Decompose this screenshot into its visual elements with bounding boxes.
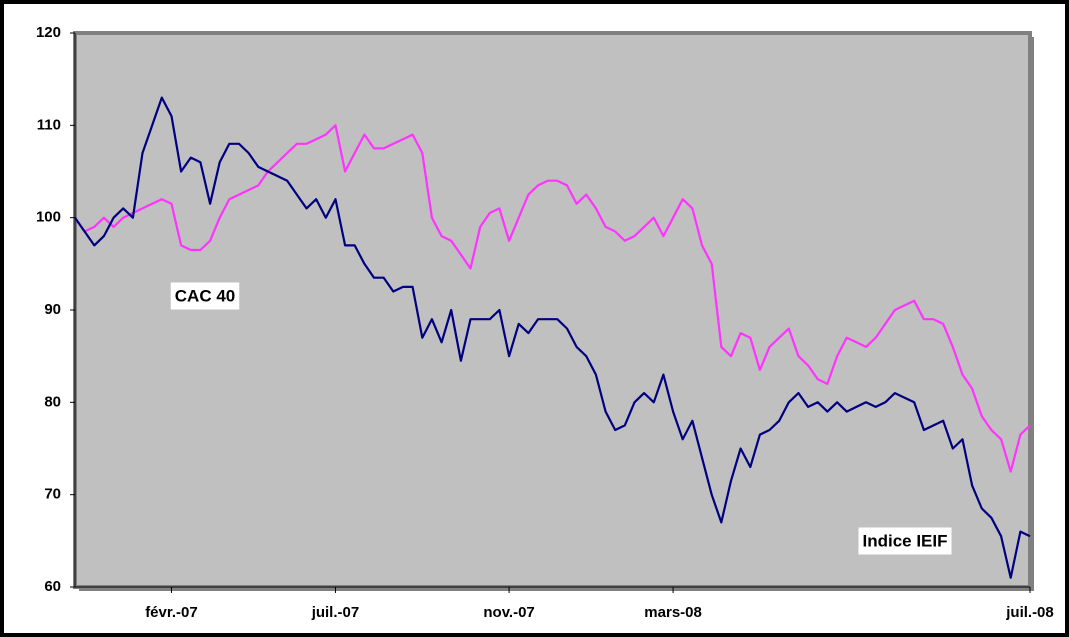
series-label-box <box>858 527 952 555</box>
x-tick-label: nov.-07 <box>483 604 534 621</box>
x-tick-label: mars-08 <box>644 604 702 621</box>
y-tick-label: 120 <box>36 24 61 41</box>
y-tick-label: 70 <box>44 486 61 503</box>
y-tick-label: 110 <box>37 116 61 133</box>
plot-area <box>73 31 1032 589</box>
y-tick-label: 100 <box>36 209 61 226</box>
series-line <box>74 124 1031 473</box>
series-line <box>74 96 1031 579</box>
series-label: CAC 40 <box>175 286 235 305</box>
x-tick-label: juil.-08 <box>1005 604 1054 621</box>
y-tick-label: 90 <box>44 301 61 318</box>
y-tick-label: 60 <box>44 578 61 595</box>
x-tick-label: juil.-07 <box>311 604 360 621</box>
x-tick-label: févr.-07 <box>145 604 198 621</box>
series-label: Indice IEIF <box>862 531 947 550</box>
y-tick-label: 80 <box>44 393 61 410</box>
series-label-box <box>170 282 240 310</box>
